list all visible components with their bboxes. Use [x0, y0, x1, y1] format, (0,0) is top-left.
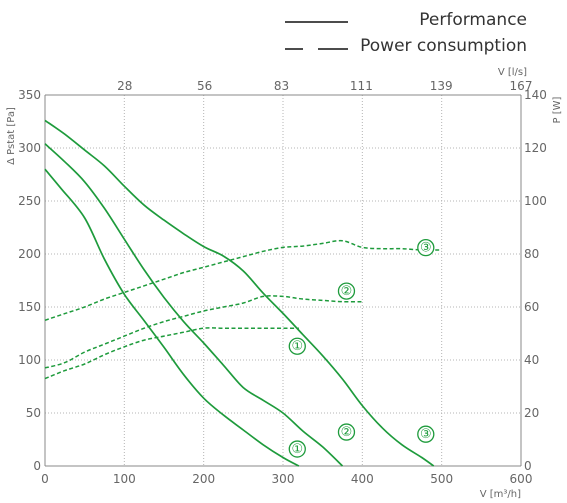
curve-marker-label: ② [341, 284, 353, 299]
legend: Performance Power consumption [285, 10, 527, 56]
x2-tick-label: 139 [430, 79, 453, 93]
curve-marker-circle [288, 440, 306, 458]
curve-marker-label: ② [341, 425, 353, 440]
curve-marker-label: ① [291, 442, 303, 457]
x-tick-label: 100 [113, 472, 136, 486]
y-tick-label: 100 [18, 353, 41, 367]
x-tick-label: 0 [41, 472, 49, 486]
curve-marker: ① [288, 337, 306, 355]
y-tick-label: 350 [18, 88, 41, 102]
curve-marker: ② [337, 423, 356, 441]
y2-tick-label: 20 [524, 406, 539, 420]
x2-tick-label: 56 [197, 79, 212, 93]
y-tick-label: 0 [33, 459, 41, 473]
x2-tick-label: 83 [274, 79, 289, 93]
curve-marker-circle [417, 425, 435, 443]
y-tick-label: 50 [26, 406, 41, 420]
y2-tick-label: 120 [524, 141, 547, 155]
y-tick-label: 250 [18, 194, 41, 208]
performance-curve-3 [44, 119, 435, 467]
curve-marker-label: ① [291, 339, 303, 354]
grid-layer [45, 95, 521, 466]
plot-frame [44, 94, 522, 467]
y2-tick-label: 60 [524, 300, 539, 314]
y-tick-label: 200 [18, 247, 41, 261]
x2-tick-label: 111 [350, 79, 373, 93]
power-curve-1 [44, 327, 299, 380]
curve-layer [44, 119, 442, 467]
curve-marker-circle [417, 238, 435, 257]
performance-curve-2 [44, 143, 344, 467]
curve-marker-circle [337, 423, 356, 441]
x-tick-label: 500 [430, 472, 453, 486]
power-curve-2 [44, 295, 363, 369]
power-curve-3 [44, 239, 442, 322]
x-axis-label: V [m³/h] [480, 489, 521, 500]
marker-layer: ① ① ② ② ③ ③ [288, 238, 435, 458]
y2-axis-label: P [W] [552, 96, 563, 123]
curve-marker: ① [288, 440, 306, 458]
x-tick-label: 300 [272, 472, 295, 486]
curve-marker: ② [337, 282, 356, 300]
curve-marker-label: ③ [420, 241, 432, 256]
y-tick-label: 300 [18, 141, 41, 155]
legend-power-label: Power consumption [360, 36, 527, 56]
y-axis-label: Δ Pstat [Pa] [6, 107, 17, 165]
curve-marker-circle [337, 282, 356, 300]
y2-tick-label: 140 [524, 88, 547, 102]
x2-tick-label: 28 [117, 79, 132, 93]
performance-curve-1 [44, 168, 300, 467]
y2-tick-label: 100 [524, 194, 547, 208]
curve-marker-label: ③ [420, 427, 432, 442]
x-tick-label: 200 [192, 472, 215, 486]
x-tick-label: 400 [351, 472, 374, 486]
x-tick-label: 600 [510, 472, 533, 486]
x2-tick-label: 167 [510, 79, 533, 93]
x2-axis-label: V [l/s] [498, 67, 527, 78]
y2-tick-label: 40 [524, 353, 539, 367]
y2-tick-label: 0 [524, 459, 532, 473]
curve-marker-circle [288, 337, 306, 355]
curve-marker: ③ [417, 425, 435, 443]
legend-performance-label: Performance [419, 10, 527, 30]
y-tick-label: 150 [18, 300, 41, 314]
curve-marker: ③ [417, 238, 435, 257]
y2-tick-label: 80 [524, 247, 539, 261]
